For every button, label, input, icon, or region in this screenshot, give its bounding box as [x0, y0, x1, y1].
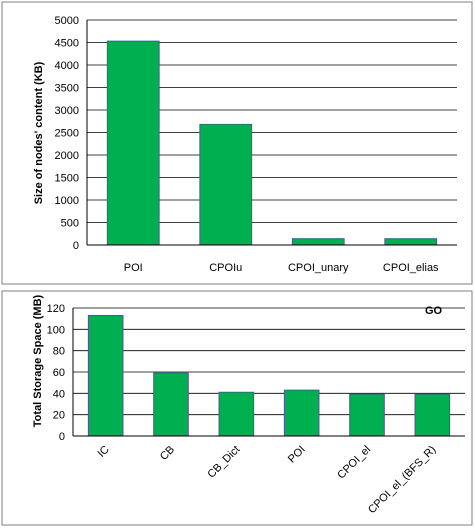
y-tick-label: 0	[59, 431, 65, 443]
bar	[349, 393, 385, 437]
x-tick-label: POI	[124, 262, 143, 274]
y-tick-label: 40	[53, 388, 65, 400]
y-tick-label: 3000	[55, 105, 79, 117]
y-tick-label: 2000	[55, 150, 79, 162]
bar	[291, 238, 345, 246]
chart-annotation: GO	[425, 305, 443, 317]
y-tick-label: 60	[53, 367, 65, 379]
bar	[283, 389, 320, 437]
x-tick-label: CPOI_elias	[383, 262, 439, 274]
bar	[87, 314, 124, 437]
y-tick-label: 100	[47, 324, 65, 336]
bar	[414, 393, 451, 437]
y-tick-label: 3500	[55, 83, 79, 95]
chart-node-content-size: 0 500 1000 1500 2000 2500 3000 3500 4000 4500 5000…	[1, 1, 473, 285]
y-tick-label: 5000	[55, 15, 79, 27]
grid-lines	[73, 307, 465, 416]
y-tick-label: 20	[53, 410, 65, 422]
y-tick-label: 1500	[55, 173, 79, 185]
y-tick-labels: 0 20 40 60 80 100 120	[47, 303, 65, 443]
bar	[153, 372, 189, 437]
y-axis-label: Total Storage Space (MB)	[32, 294, 44, 427]
x-tick-labels: POI CPOIu CPOI_unary CPOI_elias	[124, 262, 439, 274]
bar	[218, 391, 255, 437]
y-tick-label: 500	[61, 218, 79, 230]
y-tick-label: 2500	[55, 128, 79, 140]
x-tick-label: CPOIu	[209, 262, 242, 274]
y-tick-label: 1000	[55, 195, 79, 207]
y-tick-label: 4500	[55, 38, 79, 50]
bars	[87, 314, 451, 437]
y-tick-label: 0	[73, 240, 79, 252]
y-axis-label: Size of nodes' content (KB)	[33, 61, 45, 204]
bar	[384, 238, 438, 246]
y-tick-label: 4000	[55, 60, 79, 72]
x-tick-label: CPOI_unary	[288, 262, 349, 274]
y-tick-label: 120	[47, 303, 65, 315]
y-tick-label: 80	[53, 346, 65, 358]
bar	[106, 40, 160, 246]
y-tick-labels: 0 500 1000 1500 2000 2500 3000 3500 4000 4500 5000	[55, 15, 79, 252]
bar	[199, 123, 253, 246]
